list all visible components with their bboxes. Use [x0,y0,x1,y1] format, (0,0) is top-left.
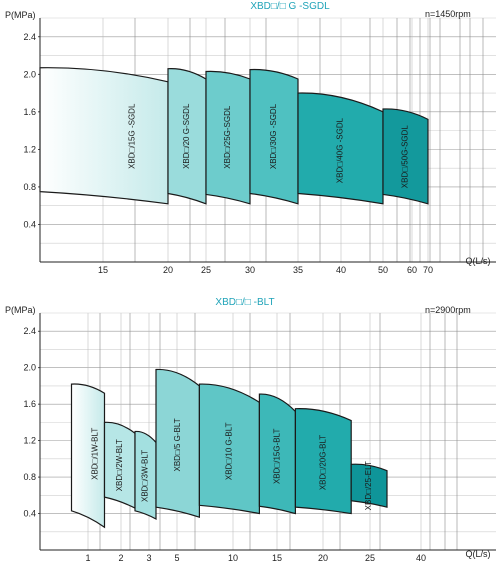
x-tick-label: 70 [423,265,433,275]
x-axis-label: Q(L/s) [465,256,490,266]
x-tick-label: 20 [318,553,328,563]
pump-region [134,430,157,521]
region-label: XBD□/50G-SGDL [401,125,410,189]
y-tick-label: 0.8 [23,472,36,482]
region-label: XBD□/15G -SGDL [127,103,136,169]
pump-region [39,67,169,205]
pump-region [205,70,251,205]
pump-region [297,92,384,205]
pump-region [294,408,352,515]
pump-region [350,463,388,508]
y-tick-label: 2.4 [23,32,36,42]
y-axis-label: P(MPa) [5,10,36,20]
y-tick-label: 2.0 [23,69,36,79]
region-label: XBD□/15G-BLT [273,429,282,484]
x-tick-label: 40 [336,265,346,275]
x-tick-label: 10 [228,553,238,563]
region-label: XBD□/30G -SGDL [269,103,278,169]
y-tick-label: 2.4 [23,326,36,336]
x-tick-label: 15 [98,265,108,275]
blt-chart: XBD□/1W-BLT XBD□/2W-BLT XBD□/3W-BLT XBD□/5 … [5,297,496,563]
region-label: XBD□/20 G-SGDL [182,103,191,169]
pump-region [167,68,207,205]
region-label: XBD□/25G-SGDL [223,105,232,169]
x-tick-label: 35 [293,265,303,275]
y-tick-label: 0.4 [23,219,36,229]
pump-region [258,393,296,515]
chart-title: XBD□/□ G -SGDL [250,1,330,12]
x-tick-label: 40 [416,553,426,563]
y-axis-label: P(MPa) [5,305,36,315]
region-label: XBD□/2W-BLT [115,439,124,491]
region-label: XBD□/40G -SGDL [336,117,345,183]
pump-region [249,68,299,205]
y-tick-label: 1.2 [23,144,36,154]
pump-region [155,368,200,519]
speed-label: n=1450rpm [425,9,471,19]
x-tick-label: 60 [407,265,417,275]
region-label: XBD□/25-ELT [364,461,373,510]
region-label: XBD□/1W-BLT [90,428,99,480]
x-tick-label: 5 [174,553,179,563]
y-tick-label: 2.0 [23,363,36,373]
pump-region [70,383,106,529]
x-tick-label: 30 [245,265,255,275]
x-tick-label: 3 [146,553,151,563]
x-tick-label: 20 [163,265,173,275]
y-tick-label: 1.6 [23,107,36,117]
y-tick-label: 1.6 [23,399,36,409]
pump-region [382,108,429,205]
x-tick-label: 2 [118,553,123,563]
y-tick-label: 0.8 [23,182,36,192]
sgdl-chart: XBD□/15G -SGDL XBD□/20 G-SGDL XBD□/25G-SGD… [5,1,496,275]
region-label: XBD□/3W-BLT [141,450,150,502]
y-tick-label: 1.2 [23,436,36,446]
y-tick-label: 0.4 [23,509,36,519]
x-tick-label: 25 [201,265,211,275]
x-tick-label: 25 [365,553,375,563]
x-tick-label: 15 [272,553,282,563]
x-axis-label: Q(L/s) [465,549,490,559]
speed-label: n=2900rpm [425,305,471,315]
x-tick-label: 1 [85,553,90,563]
region-label: XBD□/20G-BLT [318,435,327,490]
x-tick-label: 50 [378,265,388,275]
chart-title: XBD□/□ -BLT [215,297,274,308]
region-label: XBD□/10 G-BLT [225,422,234,480]
region-label: XBD□/5 G-BLT [173,418,182,471]
